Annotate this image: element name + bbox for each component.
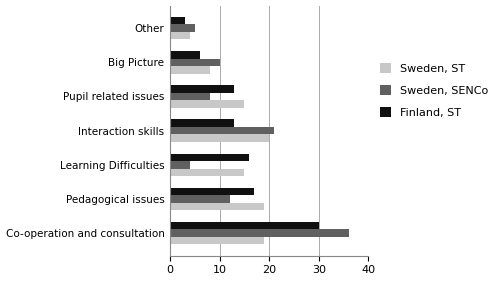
Bar: [170, 188, 254, 195]
Legend: Sweden, ST, Sweden, SENCo, Finland, ST: Sweden, ST, Sweden, SENCo, Finland, ST: [378, 61, 490, 120]
Bar: [170, 51, 200, 58]
Bar: [170, 161, 190, 169]
Bar: [170, 58, 220, 66]
Bar: [170, 100, 244, 108]
Bar: [170, 85, 234, 93]
Bar: [170, 153, 250, 161]
Bar: [170, 203, 264, 210]
Bar: [170, 119, 234, 127]
Bar: [170, 66, 209, 74]
Bar: [170, 127, 274, 134]
Bar: [170, 237, 264, 244]
Bar: [170, 134, 269, 142]
Bar: [170, 93, 209, 100]
Bar: [170, 169, 244, 176]
Bar: [170, 195, 230, 203]
Bar: [170, 32, 190, 39]
Bar: [170, 24, 195, 32]
Bar: [170, 229, 348, 237]
Bar: [170, 222, 319, 229]
Bar: [170, 17, 185, 24]
